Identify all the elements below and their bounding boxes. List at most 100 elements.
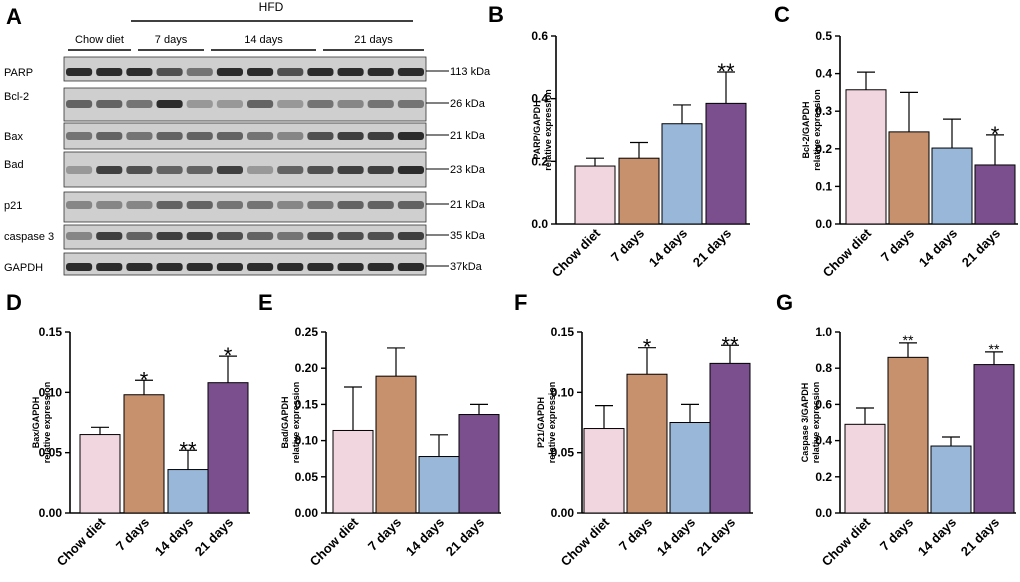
panel-letter-d: D bbox=[6, 290, 22, 315]
blot-band bbox=[156, 263, 183, 271]
y-tick-label: 0.0 bbox=[815, 217, 832, 231]
y-axis-label: Bcl-2/GAPDHrelative expression bbox=[801, 89, 822, 171]
panel-letter-c: C bbox=[774, 2, 790, 27]
blot-band bbox=[66, 100, 93, 108]
y-tick-label: 0.00 bbox=[39, 506, 63, 520]
bar bbox=[574, 165, 616, 225]
significance-marker: * bbox=[224, 343, 233, 368]
blot-protein-label: Bax bbox=[4, 131, 23, 143]
blot-band bbox=[277, 132, 304, 140]
y-axis-label-line: Bax/GAPDH bbox=[31, 397, 41, 449]
x-category-label: 14 days bbox=[646, 226, 690, 270]
blot-size-label: 21 kDa bbox=[450, 130, 486, 142]
bar bbox=[458, 414, 500, 514]
significance-marker: ** bbox=[717, 59, 735, 84]
blot-band bbox=[277, 100, 304, 108]
blot-band bbox=[156, 68, 183, 76]
blot-band bbox=[367, 132, 394, 140]
chart-panel-e: E Bad/GAPDHrelative expression 0.00 0.05 0.1… bbox=[258, 290, 501, 569]
y-tick-label: 0.10 bbox=[295, 434, 319, 448]
x-category-label: Chow diet bbox=[549, 225, 604, 280]
y-tick-label: 0.15 bbox=[39, 325, 63, 339]
blot-strip bbox=[63, 252, 427, 276]
x-category-label: 7 days bbox=[608, 226, 647, 265]
blot-band bbox=[126, 232, 153, 240]
blot-band bbox=[337, 232, 364, 240]
blot-band bbox=[247, 201, 274, 209]
significance-marker: * bbox=[643, 335, 652, 360]
blot-band bbox=[367, 166, 394, 174]
x-category-label: 7 days bbox=[877, 515, 916, 554]
chart-panel-d: D Bax/GAPDHrelative expression 0.00 0.05 0.1… bbox=[6, 290, 250, 569]
y-axis-label-line: relative expression bbox=[811, 382, 821, 464]
bar bbox=[418, 456, 460, 514]
panel-letter-b: B bbox=[488, 2, 504, 27]
blot-band bbox=[277, 232, 304, 240]
blot-band bbox=[367, 263, 394, 271]
blot-band bbox=[126, 166, 153, 174]
blot-band bbox=[186, 201, 213, 209]
bar bbox=[79, 434, 121, 514]
y-tick-label: 0.00 bbox=[295, 506, 319, 520]
x-category-label: 14 days bbox=[403, 515, 447, 559]
x-category-label: 14 days bbox=[654, 515, 698, 559]
x-category-label: Chow diet bbox=[307, 514, 362, 569]
bar bbox=[661, 123, 703, 225]
bar bbox=[332, 429, 374, 514]
y-tick-label: 0.6 bbox=[531, 29, 548, 43]
x-category-label: Chow diet bbox=[558, 514, 613, 569]
blot-band bbox=[96, 232, 123, 240]
significance-marker: ** bbox=[721, 332, 739, 357]
x-category-label: 21 days bbox=[192, 515, 236, 559]
blot-band bbox=[126, 68, 153, 76]
blot-band bbox=[216, 201, 243, 209]
blot-band bbox=[126, 132, 153, 140]
significance-marker: ** bbox=[989, 341, 1000, 357]
blot-band bbox=[247, 263, 274, 271]
blot-band bbox=[186, 100, 213, 108]
blot-band bbox=[397, 100, 424, 108]
y-tick-label: 0.4 bbox=[815, 67, 832, 81]
blot-band bbox=[277, 68, 304, 76]
chart-panel-c: C Bcl-2/GAPDHrelative expression 0.0 0.1 0.2… bbox=[774, 2, 1018, 280]
y-tick-label: 0.1 bbox=[815, 179, 832, 193]
bar bbox=[974, 164, 1016, 225]
y-axis-label-line: Caspase 3/GAPDH bbox=[800, 383, 810, 463]
blot-band bbox=[337, 68, 364, 76]
y-axis-label: Caspase 3/GAPDHrelative expression bbox=[800, 382, 821, 464]
y-tick-label: 0.15 bbox=[295, 397, 319, 411]
y-tick-label: 0.0 bbox=[531, 217, 548, 231]
blot-band bbox=[96, 100, 123, 108]
blot-size-label: 113 kDa bbox=[450, 66, 491, 78]
blot-band bbox=[367, 201, 394, 209]
y-axis-label-line: relative expression bbox=[42, 382, 52, 464]
blot-band bbox=[216, 68, 243, 76]
bar bbox=[207, 382, 249, 514]
significance-marker: ** bbox=[903, 332, 914, 348]
bar bbox=[705, 102, 747, 225]
blot-band bbox=[66, 166, 93, 174]
y-tick-label: 0.05 bbox=[295, 470, 319, 484]
chart-panel-f: F P21/GAPDHrelative expression 0.00 0.05 0.1… bbox=[514, 290, 753, 569]
blot-strip bbox=[63, 122, 427, 150]
y-tick-label: 0.3 bbox=[815, 104, 832, 118]
blot-group-label: 7 days bbox=[155, 34, 188, 46]
blot-band bbox=[156, 201, 183, 209]
blot-band bbox=[66, 132, 93, 140]
x-category-label: 21 days bbox=[959, 226, 1003, 270]
blot-band bbox=[307, 68, 334, 76]
blot-band bbox=[307, 232, 334, 240]
y-axis-label-line: Bcl-2/GAPDH bbox=[801, 101, 811, 158]
blot-protein-label: GAPDH bbox=[4, 262, 43, 274]
blot-band bbox=[96, 132, 123, 140]
chart-panel-g: G Caspase 3/GAPDHrelative expression 0.0 0.… bbox=[776, 290, 1016, 569]
blot-band bbox=[337, 201, 364, 209]
blot-band bbox=[307, 263, 334, 271]
bar bbox=[626, 373, 668, 514]
x-category-label: 21 days bbox=[443, 515, 487, 559]
blot-band bbox=[186, 166, 213, 174]
blot-band bbox=[247, 166, 274, 174]
y-tick-label: 0.8 bbox=[815, 361, 832, 375]
blot-protein-label: caspase 3 bbox=[4, 231, 54, 243]
